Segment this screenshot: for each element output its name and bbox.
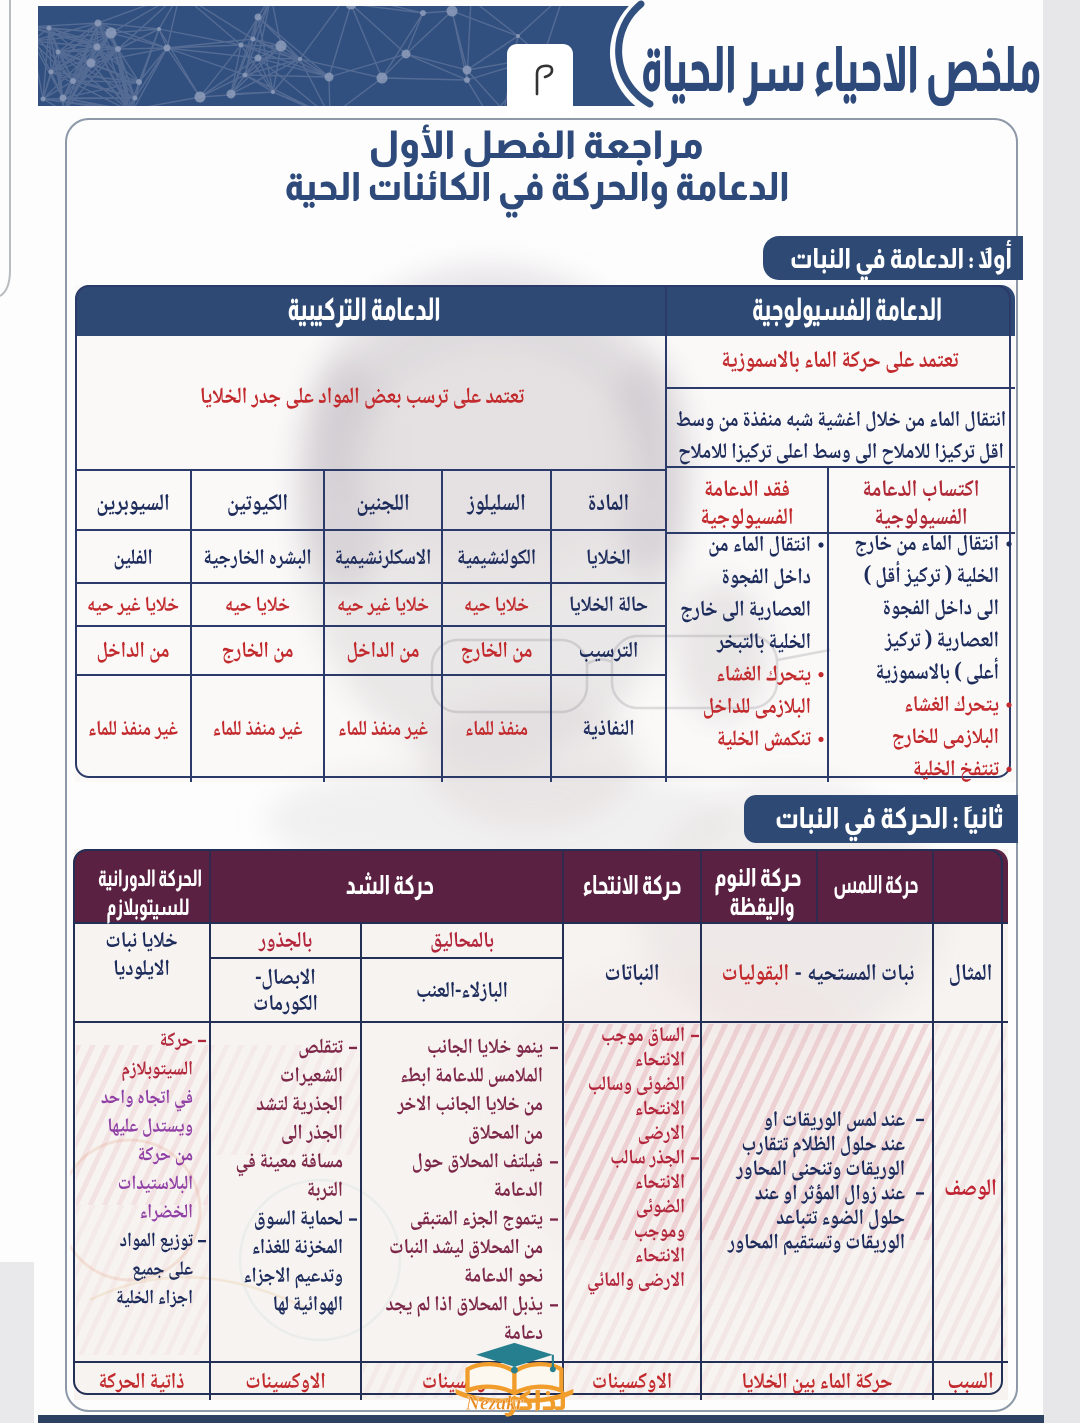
svg-text:Nezakr: Nezakr (465, 1393, 524, 1414)
